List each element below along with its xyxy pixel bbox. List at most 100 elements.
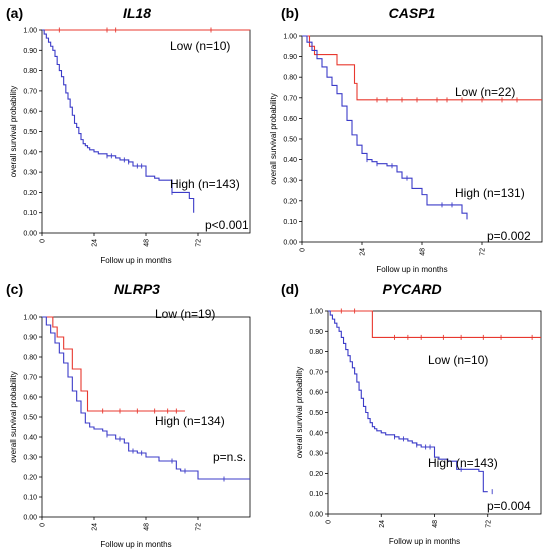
x-tick-label: 0 xyxy=(40,523,47,527)
x-tick-label: 24 xyxy=(92,523,99,531)
chart-panel-c: (c) NLRP3 0.00 0.10 0.20 0.30 0.40 0.50 0.60 0.70… xyxy=(6,281,251,549)
panel-a: (a) IL18 0.00 0.10 0.20 0.30 0.40 0.50 0.60 0.70 0… xyxy=(0,0,275,276)
x-tick-label: 0 xyxy=(326,520,333,524)
panel-label: (b) xyxy=(281,5,299,21)
x-tick-label: 48 xyxy=(144,239,151,247)
y-tick-label: 0.40 xyxy=(309,430,323,437)
chart-title: PYCARD xyxy=(382,281,441,297)
y-tick-label: 0.20 xyxy=(23,190,37,197)
y-tick-label: 0.60 xyxy=(309,390,323,397)
y-tick-label: 1.00 xyxy=(309,309,323,316)
series-line-high xyxy=(42,29,195,213)
y-tick-label: 0.90 xyxy=(23,335,37,342)
y-tick-label: 0.40 xyxy=(23,149,37,156)
x-tick-label: 48 xyxy=(420,248,427,256)
y-tick-label: 0.10 xyxy=(23,495,37,502)
low-group-label: Low (n=10) xyxy=(170,39,230,53)
y-tick-label: 0.50 xyxy=(23,129,37,136)
high-group-label: High (n=134) xyxy=(155,414,225,428)
series-line-low xyxy=(42,316,185,412)
y-tick-label: 0.70 xyxy=(309,369,323,376)
chart-panel-b: (b) CASP1 0.00 0.10 0.20 0.30 0.40 0.50 0.60 0.70… xyxy=(269,5,543,274)
y-tick-label: 0.50 xyxy=(309,410,323,417)
y-tick-label: 0.90 xyxy=(23,48,37,55)
y-tick-label: 0.40 xyxy=(23,435,37,442)
panel-c: (c) NLRP3 0.00 0.10 0.20 0.30 0.40 0.50 0.60 0.70… xyxy=(0,276,275,552)
y-tick-label: 0.90 xyxy=(283,54,297,61)
low-group-label: Low (n=19) xyxy=(155,307,215,321)
y-tick-label: 0.10 xyxy=(23,210,37,217)
y-tick-label: 0.50 xyxy=(23,415,37,422)
y-tick-label: 0.50 xyxy=(283,137,297,144)
plot-frame xyxy=(301,35,543,243)
x-tick-label: 24 xyxy=(360,248,367,256)
series-line-high xyxy=(42,316,250,480)
y-tick-label: 0.40 xyxy=(283,157,297,164)
y-tick-label: 0.20 xyxy=(309,471,323,478)
x-tick-label: 72 xyxy=(196,239,203,247)
panel-label: (a) xyxy=(6,5,23,21)
y-tick-label: 0.30 xyxy=(23,455,37,462)
high-group-label: High (n=143) xyxy=(428,456,498,470)
y-tick-label: 0.70 xyxy=(283,95,297,102)
panel-d: (d) PYCARD 0.00 0.10 0.20 0.30 0.40 0.50 0.60 0.7… xyxy=(275,276,550,552)
p-value-label: p=0.004 xyxy=(487,499,531,513)
chart-title: NLRP3 xyxy=(114,281,160,297)
x-tick-label: 48 xyxy=(144,523,151,531)
x-tick-label: 0 xyxy=(40,239,47,243)
p-value-label: p=0.002 xyxy=(487,229,531,243)
series-line-high xyxy=(328,310,488,493)
x-axis-label: Follow up in months xyxy=(389,537,460,546)
x-axis-label: Follow up in months xyxy=(376,265,447,274)
x-tick-label: 24 xyxy=(92,239,99,247)
panel-b: (b) CASP1 0.00 0.10 0.20 0.30 0.40 0.50 0.60 0.70… xyxy=(269,0,550,276)
y-tick-label: 0.30 xyxy=(309,451,323,458)
y-tick-label: 0.00 xyxy=(309,512,323,519)
chart-title: CASP1 xyxy=(389,5,436,21)
plot-frame xyxy=(327,310,542,515)
y-tick-label: 0.90 xyxy=(309,329,323,336)
chart-panel-d: (d) PYCARD 0.00 0.10 0.20 0.30 0.40 0.50 0.60 0.7… xyxy=(281,281,542,546)
y-tick-label: 1.00 xyxy=(23,315,37,322)
x-tick-label: 72 xyxy=(196,523,203,531)
y-tick-label: 0.80 xyxy=(309,349,323,356)
y-tick-label: 0.60 xyxy=(283,116,297,123)
chart-title: IL18 xyxy=(123,5,151,21)
y-tick-label: 0.70 xyxy=(23,375,37,382)
panel-label: (d) xyxy=(281,281,299,297)
panel-label: (c) xyxy=(6,281,23,297)
x-tick-label: 72 xyxy=(480,248,487,256)
y-tick-label: 0.30 xyxy=(23,170,37,177)
x-tick-label: 48 xyxy=(432,520,439,528)
y-tick-label: 0.10 xyxy=(283,219,297,226)
y-tick-label: 0.30 xyxy=(283,178,297,185)
high-group-label: High (n=143) xyxy=(170,177,240,191)
x-tick-label: 24 xyxy=(379,520,386,528)
p-value-label: p=n.s. xyxy=(213,450,246,464)
y-tick-label: 0.00 xyxy=(23,231,37,238)
chart-panel-a: (a) IL18 0.00 0.10 0.20 0.30 0.40 0.50 0.60 0.70 0… xyxy=(6,5,251,265)
y-tick-label: 0.00 xyxy=(23,515,37,522)
plot-frame xyxy=(41,29,251,234)
p-value-label: p<0.001 xyxy=(205,218,249,232)
y-tick-label: 0.10 xyxy=(309,491,323,498)
x-tick-label: 72 xyxy=(485,520,492,528)
y-tick-label: 0.60 xyxy=(23,395,37,402)
x-axis-label: Follow up in months xyxy=(100,540,171,549)
y-tick-label: 0.70 xyxy=(23,88,37,95)
low-group-label: Low (n=22) xyxy=(455,85,515,99)
series-line-low xyxy=(302,35,542,101)
x-axis-label: Follow up in months xyxy=(100,256,171,265)
series-line-high xyxy=(302,35,468,220)
y-tick-label: 0.20 xyxy=(23,475,37,482)
y-axis-label: overall survival probability xyxy=(295,367,304,459)
y-axis-label: overall survival probability xyxy=(9,371,18,463)
y-tick-label: 1.00 xyxy=(23,28,37,35)
y-tick-label: 0.20 xyxy=(283,198,297,205)
y-axis-label: overall survival probability xyxy=(269,93,278,185)
y-tick-label: 0.80 xyxy=(23,68,37,75)
y-tick-label: 1.00 xyxy=(283,34,297,41)
y-tick-label: 0.80 xyxy=(283,75,297,82)
y-tick-label: 0.80 xyxy=(23,355,37,362)
y-tick-label: 0.00 xyxy=(283,240,297,247)
